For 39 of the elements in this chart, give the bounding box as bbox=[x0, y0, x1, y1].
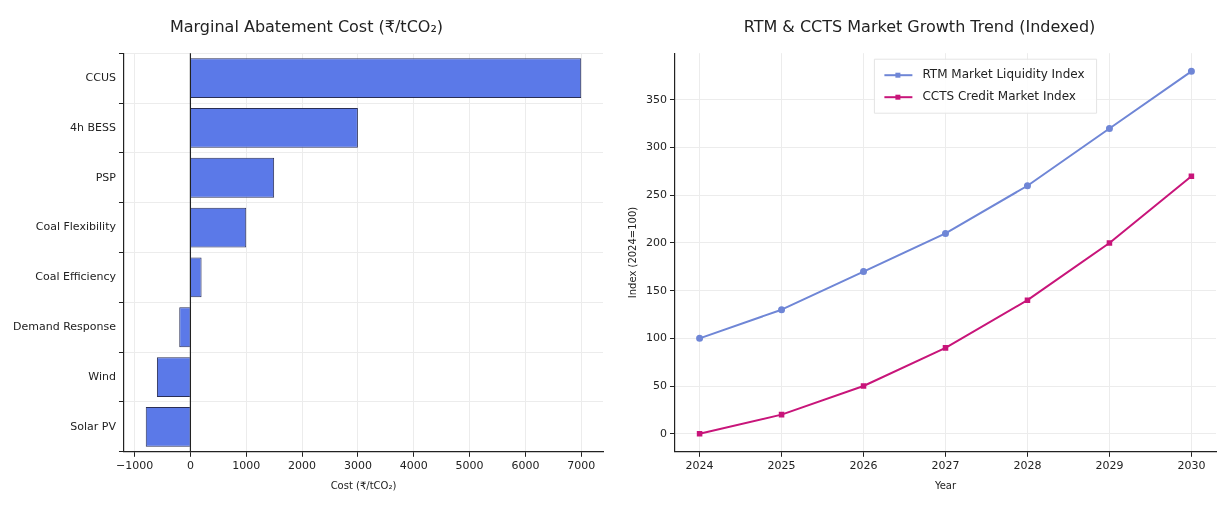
x-tick-label: 2027 bbox=[931, 459, 960, 473]
y-tick-label: Coal Efficiency bbox=[35, 270, 117, 284]
y-tick-label: 150 bbox=[646, 283, 667, 297]
y-tick-label: 300 bbox=[646, 140, 667, 154]
chart-title: Marginal Abatement Cost (₹/tCO₂) bbox=[169, 16, 444, 36]
x-tick-label: 2028 bbox=[1013, 459, 1042, 473]
x-tick-label: 6000 bbox=[511, 459, 540, 473]
y-tick-label: 250 bbox=[646, 188, 667, 202]
y-tick-label: 100 bbox=[646, 331, 667, 345]
y-tick-label: 0 bbox=[660, 426, 667, 440]
y-tick-label: Wind bbox=[88, 369, 116, 383]
x-tick-label: 2000 bbox=[288, 459, 317, 473]
x-tick-label: 2026 bbox=[849, 459, 878, 473]
x-tick-label: 7000 bbox=[567, 459, 596, 473]
x-tick-label: 0 bbox=[186, 459, 194, 473]
y-tick-label: 50 bbox=[653, 378, 667, 392]
y-tick-label: Demand Response bbox=[12, 320, 117, 334]
chart-title: RTM & CCTS Market Growth Trend (Indexed) bbox=[743, 16, 1096, 36]
x-tick-label: 2024 bbox=[685, 459, 714, 473]
x-tick-label: 4000 bbox=[399, 459, 428, 473]
x-axis-title: Year bbox=[933, 479, 957, 491]
legend-label: RTM Market Liquidity Index bbox=[922, 67, 1085, 82]
y-tick-label: 4h BESS bbox=[70, 120, 116, 134]
legend-label: CCTS Credit Market Index bbox=[922, 89, 1076, 104]
x-axis-title: Cost (₹/tCO₂) bbox=[330, 479, 397, 491]
y-tick-label: CCUS bbox=[85, 70, 116, 84]
x-tick-label: 2030 bbox=[1177, 459, 1206, 473]
x-tick-label: 2029 bbox=[1095, 459, 1124, 473]
y-tick-label: 350 bbox=[646, 92, 667, 106]
y-tick-label: PSP bbox=[95, 170, 117, 184]
y-tick-label: 200 bbox=[646, 235, 667, 249]
x-tick-label: 3000 bbox=[343, 459, 372, 473]
y-tick-label: Coal Flexibility bbox=[35, 220, 117, 234]
x-tick-label: 2025 bbox=[767, 459, 796, 473]
x-tick-label: 1000 bbox=[232, 459, 261, 473]
x-tick-label: 5000 bbox=[455, 459, 484, 473]
y-axis-title: Index (2024=100) bbox=[626, 206, 638, 299]
x-tick-label: −1000 bbox=[115, 459, 154, 473]
y-tick-label: Solar PV bbox=[70, 419, 117, 433]
